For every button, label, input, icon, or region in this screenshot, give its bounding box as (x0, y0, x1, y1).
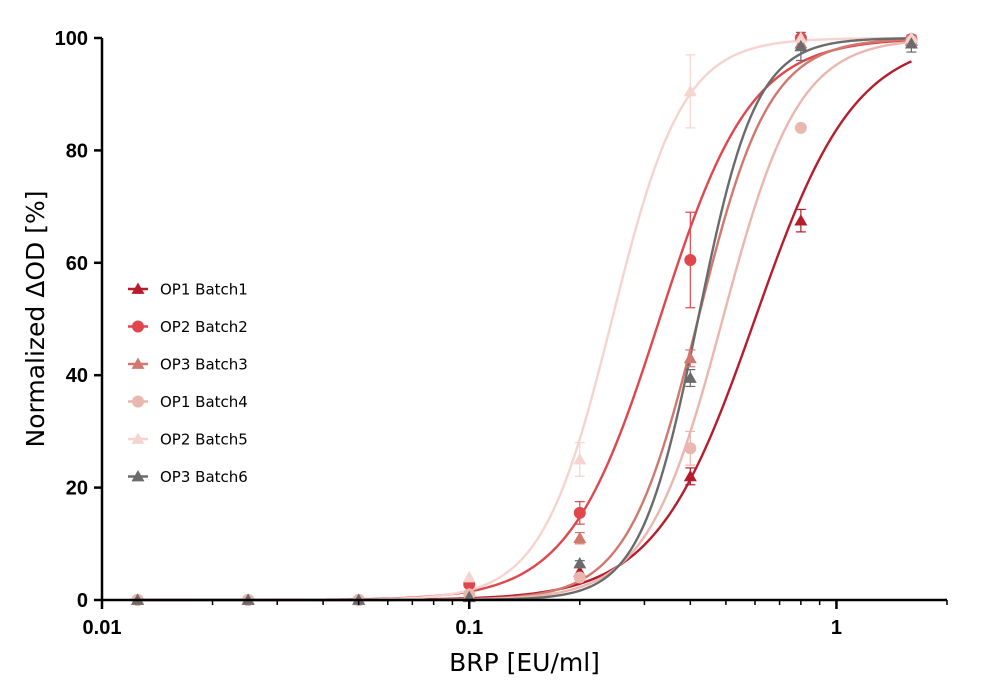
legend-label: OP3 Batch3 (160, 356, 248, 374)
y-tick-label: 20 (66, 478, 88, 500)
error-bars (464, 31, 917, 588)
x-axis-title: BRP [EU/ml] (449, 648, 600, 677)
data-point-series-5 (683, 84, 697, 97)
fit-curve-series-6 (137, 37, 912, 602)
y-tick-label: 0 (77, 590, 88, 612)
data-point-series-5 (462, 571, 476, 583)
y-axis-title: Normalized ΔOD [%] (21, 191, 50, 448)
data-point-series-4 (794, 121, 807, 134)
x-tick-label: 1 (831, 617, 842, 639)
legend-marker (131, 357, 145, 369)
data-point-series-2 (573, 506, 586, 519)
data-point-series-6 (904, 37, 918, 49)
data-point-series-4 (573, 571, 586, 584)
data-point-series-4 (684, 442, 697, 455)
data-point-series-5 (794, 31, 808, 43)
legend-marker (131, 282, 145, 294)
legend-label: OP2 Batch2 (160, 318, 248, 336)
data-point-series-6 (573, 556, 587, 569)
legend-label: OP1 Batch1 (160, 281, 248, 299)
data-points (131, 31, 918, 606)
y-tick-label: 100 (55, 28, 88, 50)
data-point-series-5 (573, 453, 587, 465)
legend-label: OP2 Batch5 (160, 431, 248, 449)
y-tick-label: 40 (66, 365, 88, 387)
tick-labels: 0 20 40 60 80 100 0.01 0.1 1 (55, 28, 842, 639)
legend-marker (132, 395, 144, 408)
fit-curve-series-2 (137, 39, 912, 602)
data-point-series-1 (683, 469, 697, 482)
data-point-series-1 (794, 214, 808, 226)
data-point-series-3 (683, 351, 697, 364)
data-point-series-6 (683, 371, 697, 383)
data-point-series-6 (794, 39, 808, 52)
legend-label: OP3 Batch6 (160, 468, 248, 486)
fit-curve-series-3 (137, 38, 912, 602)
legend-marker (132, 320, 144, 333)
legend-label: OP1 Batch4 (160, 393, 248, 411)
legend: OP1 Batch1 OP2 Batch2 OP3 Batch3 OP1 Batch4… (128, 281, 248, 486)
data-point-series-2 (684, 253, 697, 266)
legend-marker (131, 470, 145, 482)
y-tick-label: 80 (66, 140, 88, 162)
axes (94, 36, 948, 609)
fit-curve-series-5 (137, 36, 912, 602)
x-tick-label: 0.01 (83, 617, 122, 639)
data-point-series-3 (573, 531, 587, 544)
fit-curves (137, 36, 912, 602)
legend-marker (131, 432, 145, 444)
x-tick-label: 0.1 (455, 617, 483, 639)
y-tick-label: 60 (66, 253, 88, 275)
fit-curve-series-1 (137, 60, 912, 602)
